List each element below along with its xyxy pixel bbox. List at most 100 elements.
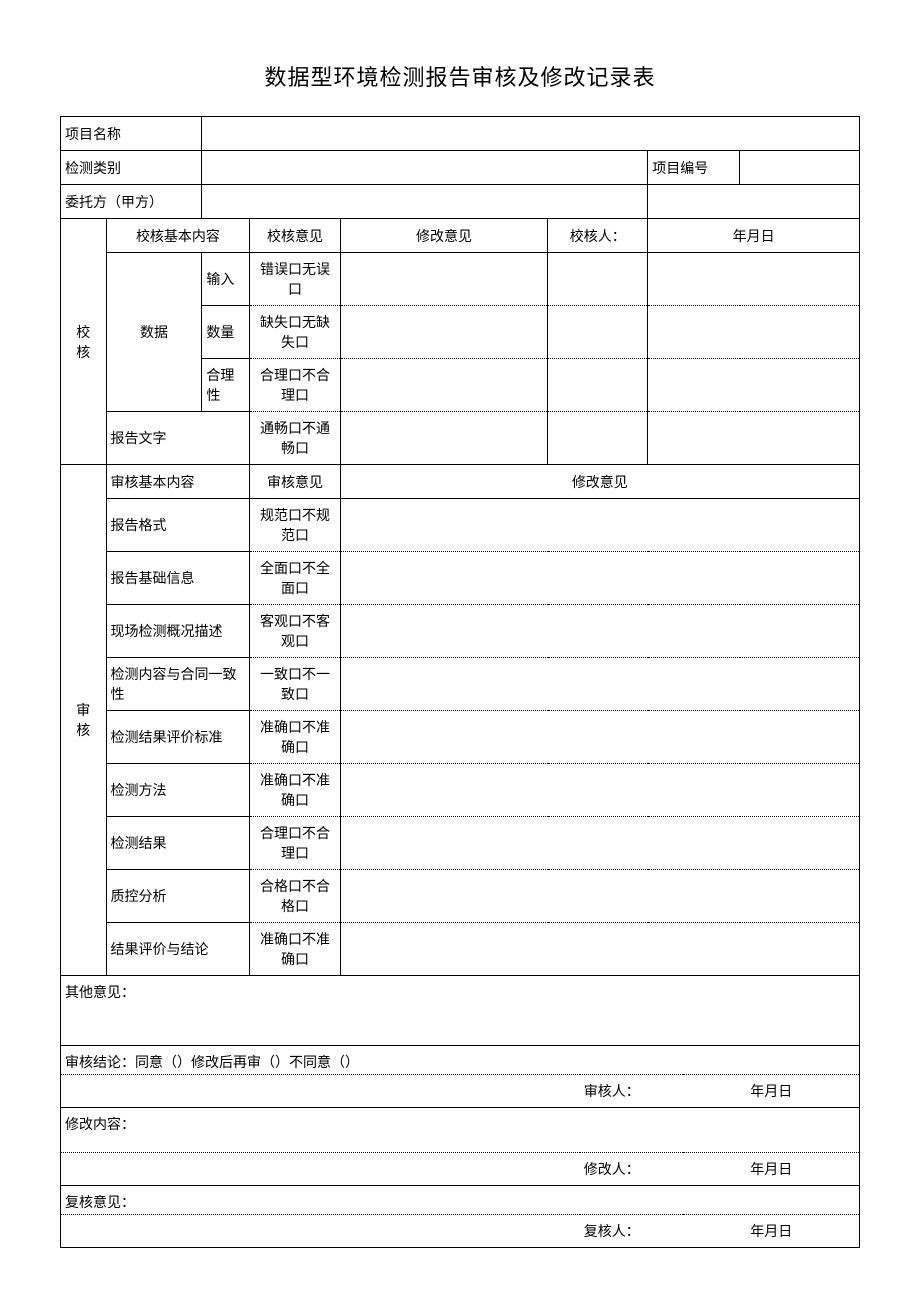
cell-conclusion-wrap: 审核结论：同意（）修改后再审（）不同意（） 审核人： 年月日	[61, 1046, 860, 1108]
opinion-shenhe-4[interactable]: 准确口不准确口	[250, 711, 340, 764]
label-jiaohe-modify: 修改意见	[340, 219, 548, 253]
modify-shenhe-8[interactable]	[340, 923, 859, 976]
field-recheck-blank[interactable]	[61, 1215, 580, 1248]
row-jiaohe-data-0: 数据 输入 错误口无误口	[61, 253, 860, 306]
cell-recheck-wrap: 复核意见： 复核人： 年月日	[61, 1186, 860, 1248]
label-data-sub-0: 输入	[202, 253, 250, 306]
row-shenhe-6: 检测结果 合理口不合理口	[61, 817, 860, 870]
field-project-name[interactable]	[202, 117, 860, 151]
modify-data-1[interactable]	[340, 306, 548, 359]
label-shenhe-item-0: 报告格式	[106, 499, 250, 552]
opinion-data-0[interactable]: 错误口无误口	[250, 253, 340, 306]
label-other-opinion[interactable]: 其他意见：	[61, 976, 860, 1046]
label-recheck[interactable]: 复核意见：	[61, 1186, 859, 1214]
checker-data-2[interactable]	[548, 359, 648, 412]
field-client-extra[interactable]	[648, 185, 860, 219]
label-shenhe-item-1: 报告基础信息	[106, 552, 250, 605]
label-shenhe-section: 审 核	[61, 465, 107, 976]
opinion-data-1[interactable]: 缺失口无缺失口	[250, 306, 340, 359]
label-rechecker: 复核人：	[580, 1215, 684, 1248]
opinion-report-text[interactable]: 通畅口不通畅口	[250, 412, 340, 465]
label-report-text: 报告文字	[106, 412, 250, 465]
row-shenhe-3: 检测内容与合同一致性 一致口不一致口	[61, 658, 860, 711]
label-shenhe-opinion: 审核意见	[250, 465, 340, 499]
row-jiaohe-header: 校 核 校核基本内容 校核意见 修改意见 校核人： 年月日	[61, 219, 860, 253]
row-conclusion: 审核结论：同意（）修改后再审（）不同意（） 审核人： 年月日	[61, 1046, 860, 1108]
label-shenhe-item-4: 检测结果评价标准	[106, 711, 250, 764]
field-test-type[interactable]	[202, 151, 648, 185]
checker-report-text[interactable]	[548, 412, 648, 465]
modify-data-0[interactable]	[340, 253, 548, 306]
row-modify-content: 修改内容： 修改人： 年月日	[61, 1108, 860, 1186]
row-test-type: 检测类别 项目编号	[61, 151, 860, 185]
modify-shenhe-7[interactable]	[340, 870, 859, 923]
modify-shenhe-0[interactable]	[340, 499, 859, 552]
field-project-no[interactable]	[740, 151, 860, 185]
opinion-shenhe-6[interactable]: 合理口不合理口	[250, 817, 340, 870]
label-shenhe-modify: 修改意见	[340, 465, 859, 499]
label-conclusion-date: 年月日	[683, 1075, 859, 1108]
modify-shenhe-3[interactable]	[340, 658, 859, 711]
label-jiaohe-opinion: 校核意见	[250, 219, 340, 253]
opinion-shenhe-2[interactable]: 客观口不客观口	[250, 605, 340, 658]
cell-modify-wrap: 修改内容： 修改人： 年月日	[61, 1108, 860, 1186]
modify-shenhe-1[interactable]	[340, 552, 859, 605]
label-client: 委托方（甲方）	[61, 185, 202, 219]
opinion-data-2[interactable]: 合理口不合理口	[250, 359, 340, 412]
label-data: 数据	[106, 253, 202, 412]
label-shenhe-item-6: 检测结果	[106, 817, 250, 870]
row-shenhe-2: 现场检测概况描述 客观口不客观口	[61, 605, 860, 658]
modify-shenhe-4[interactable]	[340, 711, 859, 764]
label-shenhe-basic: 审核基本内容	[106, 465, 250, 499]
checker-data-1[interactable]	[548, 306, 648, 359]
label-shenhe-item-2: 现场检测概况描述	[106, 605, 250, 658]
modify-shenhe-2[interactable]	[340, 605, 859, 658]
label-data-sub-2: 合理性	[202, 359, 250, 412]
label-data-sub-1: 数量	[202, 306, 250, 359]
checker-data-0[interactable]	[548, 253, 648, 306]
label-shenhe-item-3: 检测内容与合同一致性	[106, 658, 250, 711]
opinion-shenhe-8[interactable]: 准确口不准确口	[250, 923, 340, 976]
label-modifier: 修改人：	[580, 1153, 684, 1186]
modify-shenhe-5[interactable]	[340, 764, 859, 817]
label-shenhe-item-7: 质控分析	[106, 870, 250, 923]
opinion-shenhe-5[interactable]: 准确口不准确口	[250, 764, 340, 817]
field-client[interactable]	[202, 185, 648, 219]
label-jiaohe-section: 校 核	[61, 219, 107, 465]
label-conclusion[interactable]: 审核结论：同意（）修改后再审（）不同意（）	[61, 1046, 859, 1074]
field-modify-blank[interactable]	[61, 1153, 580, 1186]
row-shenhe-4: 检测结果评价标准 准确口不准确口	[61, 711, 860, 764]
page-title: 数据型环境检测报告审核及修改记录表	[60, 60, 860, 92]
opinion-shenhe-1[interactable]: 全面口不全面口	[250, 552, 340, 605]
row-shenhe-7: 质控分析 合格口不合格口	[61, 870, 860, 923]
row-project-name: 项目名称	[61, 117, 860, 151]
date-data-0[interactable]	[648, 253, 860, 306]
row-shenhe-5: 检测方法 准确口不准确口	[61, 764, 860, 817]
row-shenhe-header: 审 核 审核基本内容 审核意见 修改意见	[61, 465, 860, 499]
label-shenhe-item-5: 检测方法	[106, 764, 250, 817]
label-jiaohe-date: 年月日	[648, 219, 860, 253]
date-data-1[interactable]	[648, 306, 860, 359]
label-auditor: 审核人：	[580, 1075, 684, 1108]
label-jiaohe-checker: 校核人：	[548, 219, 648, 253]
label-project-no: 项目编号	[648, 151, 740, 185]
opinion-shenhe-3[interactable]: 一致口不一致口	[250, 658, 340, 711]
opinion-shenhe-0[interactable]: 规范口不规范口	[250, 499, 340, 552]
label-shenhe-item-8: 结果评价与结论	[106, 923, 250, 976]
row-other-opinion: 其他意见：	[61, 976, 860, 1046]
label-test-type: 检测类别	[61, 151, 202, 185]
form-table: 项目名称 检测类别 项目编号 委托方（甲方） 校 核 校核基本内容 校核意见 修…	[60, 116, 860, 1248]
modify-shenhe-6[interactable]	[340, 817, 859, 870]
date-report-text[interactable]	[648, 412, 860, 465]
row-jiaohe-report-text: 报告文字 通畅口不通畅口	[61, 412, 860, 465]
field-conclusion-blank[interactable]	[61, 1075, 580, 1108]
row-shenhe-1: 报告基础信息 全面口不全面口	[61, 552, 860, 605]
modify-data-2[interactable]	[340, 359, 548, 412]
date-data-2[interactable]	[648, 359, 860, 412]
opinion-shenhe-7[interactable]: 合格口不合格口	[250, 870, 340, 923]
label-recheck-date: 年月日	[683, 1215, 859, 1248]
row-client: 委托方（甲方）	[61, 185, 860, 219]
label-modify-content[interactable]: 修改内容：	[61, 1108, 859, 1152]
modify-report-text[interactable]	[340, 412, 548, 465]
label-modify-date: 年月日	[683, 1153, 859, 1186]
